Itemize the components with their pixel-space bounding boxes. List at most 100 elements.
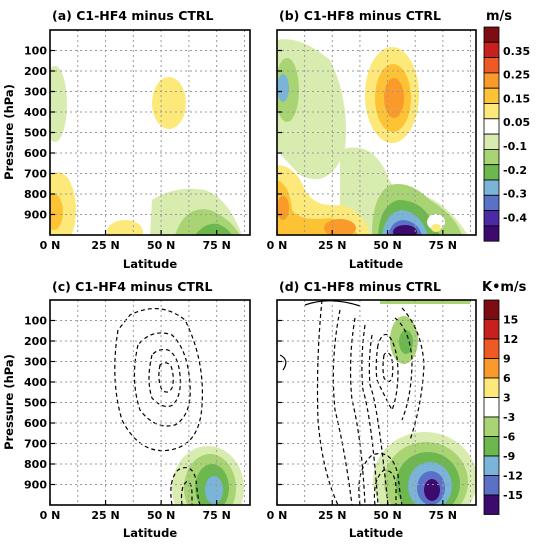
x-tick-label: 50 N (373, 509, 401, 522)
y-tick-label: 100 (24, 45, 47, 58)
panel-c-fill (172, 446, 244, 505)
panel-c-grid (50, 300, 250, 505)
colorbar-cell (483, 72, 500, 89)
colorbar-cell (483, 494, 500, 515)
colorbar-cell (483, 164, 500, 181)
d-blob-6 (424, 479, 440, 501)
colorbar-cell (483, 118, 500, 135)
colorbar-label: -9 (503, 450, 515, 463)
colorbar-cell (483, 194, 500, 212)
y-tick-label: 300 (24, 86, 47, 99)
colorbar-label: -0.2 (503, 164, 527, 177)
panel-b: (b) C1-HF8 minus CTRL 0 N 25 N 50 N 75 N La… (267, 8, 477, 271)
colorbar-cell (483, 338, 500, 359)
y-tick-label: 200 (24, 65, 47, 78)
panel-c-xlabel: Latitude (123, 526, 177, 540)
colorbar-label: 9 (503, 353, 511, 366)
a-blob-center (152, 77, 186, 129)
colorbar-cell (483, 377, 500, 398)
panel-a: (a) C1-HF4 minus CTRL 100 200 300 400 500 600… (2, 8, 251, 271)
y-tick-label: 500 (24, 397, 47, 410)
a-blob-left-upper (50, 66, 67, 142)
colorbar-label: -0.4 (503, 211, 527, 224)
y-tick-label: 700 (24, 438, 47, 451)
colorbar-cell (483, 87, 500, 104)
colorbar-cell (483, 41, 500, 58)
panel-a-yticks: 100 200 300 400 500 600 700 800 900 (24, 45, 55, 222)
y-tick-label: 100 (24, 315, 47, 328)
colorbar-cell (483, 358, 500, 379)
panel-b-xlabel: Latitude (349, 257, 403, 271)
y-tick-label: 300 (24, 356, 47, 369)
colorbar-cell (483, 133, 500, 150)
colorbar-bottom-cells (483, 299, 500, 515)
panel-d-contours (279, 300, 425, 505)
colorbar-cell (483, 319, 500, 340)
colorbar-label: -15 (503, 489, 523, 502)
colorbar-label: -6 (503, 431, 516, 444)
x-tick-label: 0 N (40, 239, 61, 252)
b-blob-left-blue (277, 74, 289, 102)
colorbar-cell (483, 210, 500, 227)
colorbar-label: -3 (503, 411, 515, 424)
colorbar-cell (483, 179, 500, 196)
panel-d: (d) C1-HF8 minus CTRL (267, 279, 477, 540)
a-blob-right-3 (195, 223, 232, 235)
x-tick-label: 0 N (267, 509, 288, 522)
panel-a-ylabel: Pressure (hPa) (2, 84, 16, 180)
colorbar-cell (483, 397, 500, 418)
colorbar-cell (483, 103, 500, 120)
colorbar-label: 0.15 (503, 92, 530, 105)
x-tick-label: 25 N (318, 239, 346, 252)
y-tick-label: 800 (24, 458, 47, 471)
panel-a-grid (50, 30, 250, 235)
panel-c-contours (114, 308, 203, 505)
colorbar-top-labels: 0.35 0.25 0.15 0.05 -0.1 -0.2 -0.3 -0.4 (503, 45, 530, 225)
y-tick-label: 400 (24, 376, 47, 389)
colorbar-label: -0.1 (503, 140, 527, 153)
colorbar-cell (483, 436, 500, 457)
y-tick-label: 900 (24, 209, 47, 222)
b-blob-center-core (384, 78, 404, 118)
x-tick-label: 0 N (40, 509, 61, 522)
y-tick-label: 900 (24, 479, 47, 492)
x-tick-label: 50 N (147, 509, 175, 522)
a-blob-mid-lower (107, 220, 143, 235)
colorbar-label: 12 (503, 333, 518, 346)
colorbar-label: -0.3 (503, 188, 527, 201)
panel-a-title: (a) C1-HF4 minus CTRL (52, 8, 214, 23)
b-blob-right-white (427, 214, 445, 230)
c-blob-4 (205, 476, 223, 504)
y-tick-label: 500 (24, 127, 47, 140)
colorbar-cell (483, 299, 500, 320)
b-blob-right-yellow (431, 224, 441, 232)
colorbar-label: 3 (503, 392, 511, 405)
x-tick-label: 50 N (147, 239, 175, 252)
panel-c-xticks: 0 N 25 N 50 N 75 N (40, 500, 231, 522)
colorbar-bottom: K•m/s 15 12 9 6 3 -3 -6 -9 -12 -15 (482, 280, 527, 515)
y-tick-label: 700 (24, 168, 47, 181)
panel-d-xticks: 0 N 25 N 50 N 75 N (267, 319, 457, 522)
x-tick-label: 25 N (91, 509, 119, 522)
colorbar-cell (483, 57, 500, 74)
b-blob-right-purple (393, 225, 417, 235)
panel-c-title: (c) C1-HF4 minus CTRL (52, 279, 213, 294)
x-tick-label: 50 N (373, 239, 401, 252)
b-blob-lower-dark (277, 196, 289, 220)
d-top-strip (380, 300, 470, 304)
colorbar-cell (483, 225, 500, 242)
panel-b-xticks: 0 N 25 N 50 N 75 N (267, 49, 457, 252)
colorbar-cell (483, 26, 500, 43)
d-blob-upper-core (399, 330, 413, 354)
panel-c-ylabel: Pressure (hPa) (2, 354, 16, 450)
a-blob-left-lower-core (50, 194, 63, 230)
x-tick-label: 75 N (429, 509, 457, 522)
panel-b-fill (277, 39, 468, 235)
panel-d-grid (277, 300, 476, 505)
colorbar-label: 6 (503, 372, 511, 385)
panel-d-xlabel: Latitude (349, 526, 403, 540)
panel-d-title: (d) C1-HF8 minus CTRL (279, 279, 441, 294)
colorbar-label: 0.25 (503, 69, 530, 82)
x-tick-label: 25 N (91, 239, 119, 252)
